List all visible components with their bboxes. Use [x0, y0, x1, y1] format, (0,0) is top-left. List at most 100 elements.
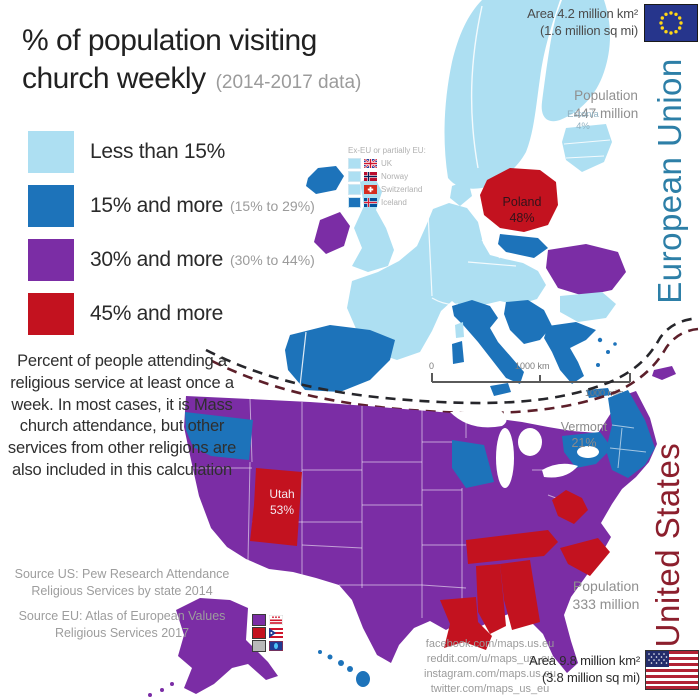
- poland-value: 48%: [509, 211, 535, 226]
- utah-label: Utah 53%: [251, 487, 313, 518]
- legend-row-less-than-15: Less than 15%: [28, 131, 358, 173]
- map-tennessee: [466, 530, 558, 564]
- legend-row-15-and-more: 15% and more (15% to 29%): [28, 185, 358, 227]
- source-eu-line2: Religious Services 2017: [54, 625, 190, 640]
- source-eu-line1: Source EU: Atlas of European Values: [18, 609, 226, 623]
- map-slovakia: [498, 234, 548, 258]
- source-us: Source US: Pew Research Attendance Relig…: [6, 566, 238, 600]
- us-area-line2: (3.8 million sq mi): [541, 669, 640, 685]
- map-iceland: [306, 166, 344, 194]
- map-wisconsin: [452, 440, 494, 488]
- uk-flag-icon: [364, 159, 377, 168]
- title-line1: % of population visiting: [22, 24, 317, 57]
- vermont-name: Vermont: [560, 420, 608, 434]
- us-inset-row-dc: D.C.: [252, 613, 372, 626]
- map-balkans: [504, 300, 552, 344]
- map-baltics: [562, 124, 612, 172]
- eu-inset-row-switzerland: Switzerland: [348, 183, 458, 196]
- eu-inset-row-uk: UK: [348, 157, 458, 170]
- legend-label: 15% and more: [90, 194, 223, 217]
- map-new-england: [606, 390, 655, 478]
- eu-inset-row-norway: Norway: [348, 170, 458, 183]
- vermont-label: Vermont 21%: [548, 419, 620, 452]
- us-area-stat: Area 9.8 million km² (3.8 million sq mi): [528, 653, 640, 687]
- eu-population-label: Population: [574, 88, 638, 103]
- source-us-line1: Source US: Pew Research Attendance: [14, 567, 230, 581]
- map-romania: [546, 244, 626, 296]
- map-mississippi: [476, 564, 506, 634]
- map-corsica: [455, 322, 464, 338]
- puerto-rico-flag-icon: [269, 627, 283, 638]
- legend-swatch-purple: [28, 239, 74, 281]
- map-west-virginia: [552, 490, 588, 524]
- utah-name: Utah: [269, 487, 295, 501]
- map-iberia: [285, 325, 395, 392]
- map-great-lakes: [450, 410, 599, 488]
- title-line2-text: church weekly: [22, 61, 206, 95]
- eu-inset-label: Iceland: [381, 198, 407, 207]
- class-swatch: [348, 197, 361, 208]
- eu-population-value: 447 million: [573, 105, 639, 121]
- map-bulgaria: [560, 292, 616, 322]
- class-swatch: [252, 613, 266, 626]
- us-area-line1: Area 9.8 million km²: [529, 653, 640, 668]
- social-links: facebook.com/maps.us.eu reddit.com/u/map…: [424, 637, 556, 696]
- class-swatch: [252, 626, 266, 639]
- class-swatch: [348, 184, 361, 195]
- class-swatch: [348, 158, 361, 169]
- us-inset-label: Guam (no data): [287, 640, 347, 651]
- map-norway-sweden-border: [470, 5, 483, 169]
- legend-swatch-red: [28, 293, 74, 335]
- estonia-value: 4%: [576, 121, 590, 133]
- map-alaska: [176, 598, 278, 694]
- us-inset-label: Puerto Rico: [287, 627, 332, 638]
- source-us-line2: Religious Services by state 2014: [31, 583, 213, 598]
- map-oregon: [185, 412, 253, 460]
- poland-label: Poland 48%: [491, 194, 553, 227]
- reddit-link: reddit.com/u/maps_us_eu: [426, 652, 554, 665]
- scale-bar: [431, 373, 631, 383]
- scale-miles-label: 1000 miles: [585, 388, 629, 398]
- legend-label: 30% and more: [90, 248, 223, 271]
- map-portugal-border: [299, 331, 307, 387]
- poland-name: Poland: [502, 195, 542, 209]
- utah-value: 53%: [269, 502, 295, 517]
- dc-flag-icon: [269, 614, 283, 625]
- map-italy: [452, 300, 524, 384]
- estonia-name: Estonia: [567, 109, 599, 120]
- map-crete: [586, 388, 611, 398]
- class-swatch: [348, 171, 361, 182]
- map-poland: [480, 168, 558, 232]
- map-finland: [541, 0, 610, 122]
- class-swatch: [252, 639, 266, 652]
- legend-swatch-lightblue: [28, 131, 74, 173]
- methodology-note: Percent of people attending a religious …: [7, 352, 237, 479]
- map-sicily: [490, 383, 511, 396]
- iceland-flag-icon: [364, 198, 377, 207]
- us-inset-row-puerto-rico: Puerto Rico: [252, 626, 372, 639]
- map-uk: [352, 176, 394, 272]
- map-baltics-borders: [563, 139, 611, 159]
- legend-row-45-and-more: 45% and more: [28, 293, 358, 335]
- legend-swatch-blue: [28, 185, 74, 227]
- legend-range: (15% to 29%): [229, 198, 315, 214]
- map-europe: [285, 0, 676, 398]
- facebook-link: facebook.com/maps.us.eu: [425, 638, 555, 650]
- eu-us-separator-dashes: [205, 316, 699, 415]
- eu-inset-row-iceland: Iceland: [348, 196, 458, 209]
- title-subtitle: (2014-2017 data): [215, 71, 362, 93]
- twitter-link: twitter.com/maps_us_eu: [430, 682, 550, 695]
- map-sardinia: [452, 341, 464, 364]
- us-inset-header: US non-states (yet): [252, 601, 326, 611]
- eu-area-line1: Area 4.2 million km²: [527, 6, 638, 21]
- map-utah: [250, 468, 302, 546]
- legend: Less than 15% 15% and more (15% to 29%) …: [28, 131, 358, 347]
- source-eu: Source EU: Atlas of European Values Reli…: [6, 608, 238, 642]
- map-usa: [148, 390, 657, 697]
- legend-label: 45% and more: [90, 302, 223, 325]
- map-cyprus: [652, 366, 676, 380]
- map-central-europe: [347, 203, 546, 360]
- map-hawaii: [318, 650, 370, 687]
- map-south-carolina: [560, 538, 610, 576]
